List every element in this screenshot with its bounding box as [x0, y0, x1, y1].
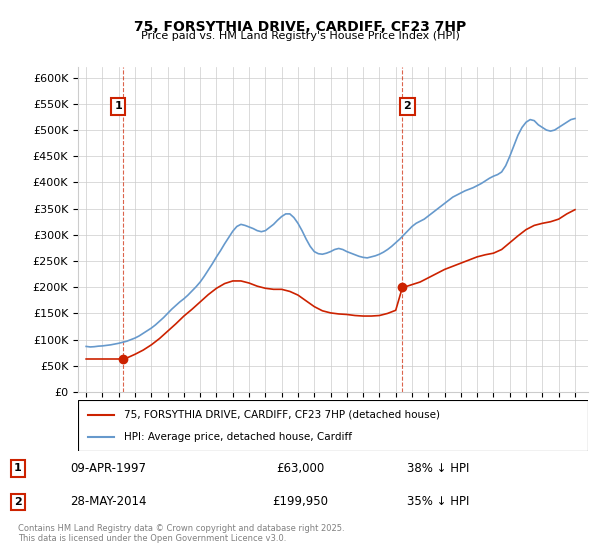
Text: £63,000: £63,000 [276, 462, 324, 475]
Text: Price paid vs. HM Land Registry's House Price Index (HPI): Price paid vs. HM Land Registry's House … [140, 31, 460, 41]
Text: 2: 2 [14, 497, 22, 507]
Text: 75, FORSYTHIA DRIVE, CARDIFF, CF23 7HP (detached house): 75, FORSYTHIA DRIVE, CARDIFF, CF23 7HP (… [124, 409, 440, 419]
Text: 2: 2 [403, 101, 411, 111]
FancyBboxPatch shape [78, 400, 588, 451]
Text: 35% ↓ HPI: 35% ↓ HPI [407, 496, 469, 508]
Text: 38% ↓ HPI: 38% ↓ HPI [407, 462, 469, 475]
Text: 1: 1 [115, 101, 122, 111]
Text: 09-APR-1997: 09-APR-1997 [70, 462, 146, 475]
Text: 75, FORSYTHIA DRIVE, CARDIFF, CF23 7HP: 75, FORSYTHIA DRIVE, CARDIFF, CF23 7HP [134, 20, 466, 34]
Text: 28-MAY-2014: 28-MAY-2014 [70, 496, 146, 508]
Text: £199,950: £199,950 [272, 496, 328, 508]
Text: 1: 1 [14, 463, 22, 473]
Text: Contains HM Land Registry data © Crown copyright and database right 2025.
This d: Contains HM Land Registry data © Crown c… [18, 524, 344, 543]
Text: HPI: Average price, detached house, Cardiff: HPI: Average price, detached house, Card… [124, 432, 352, 442]
